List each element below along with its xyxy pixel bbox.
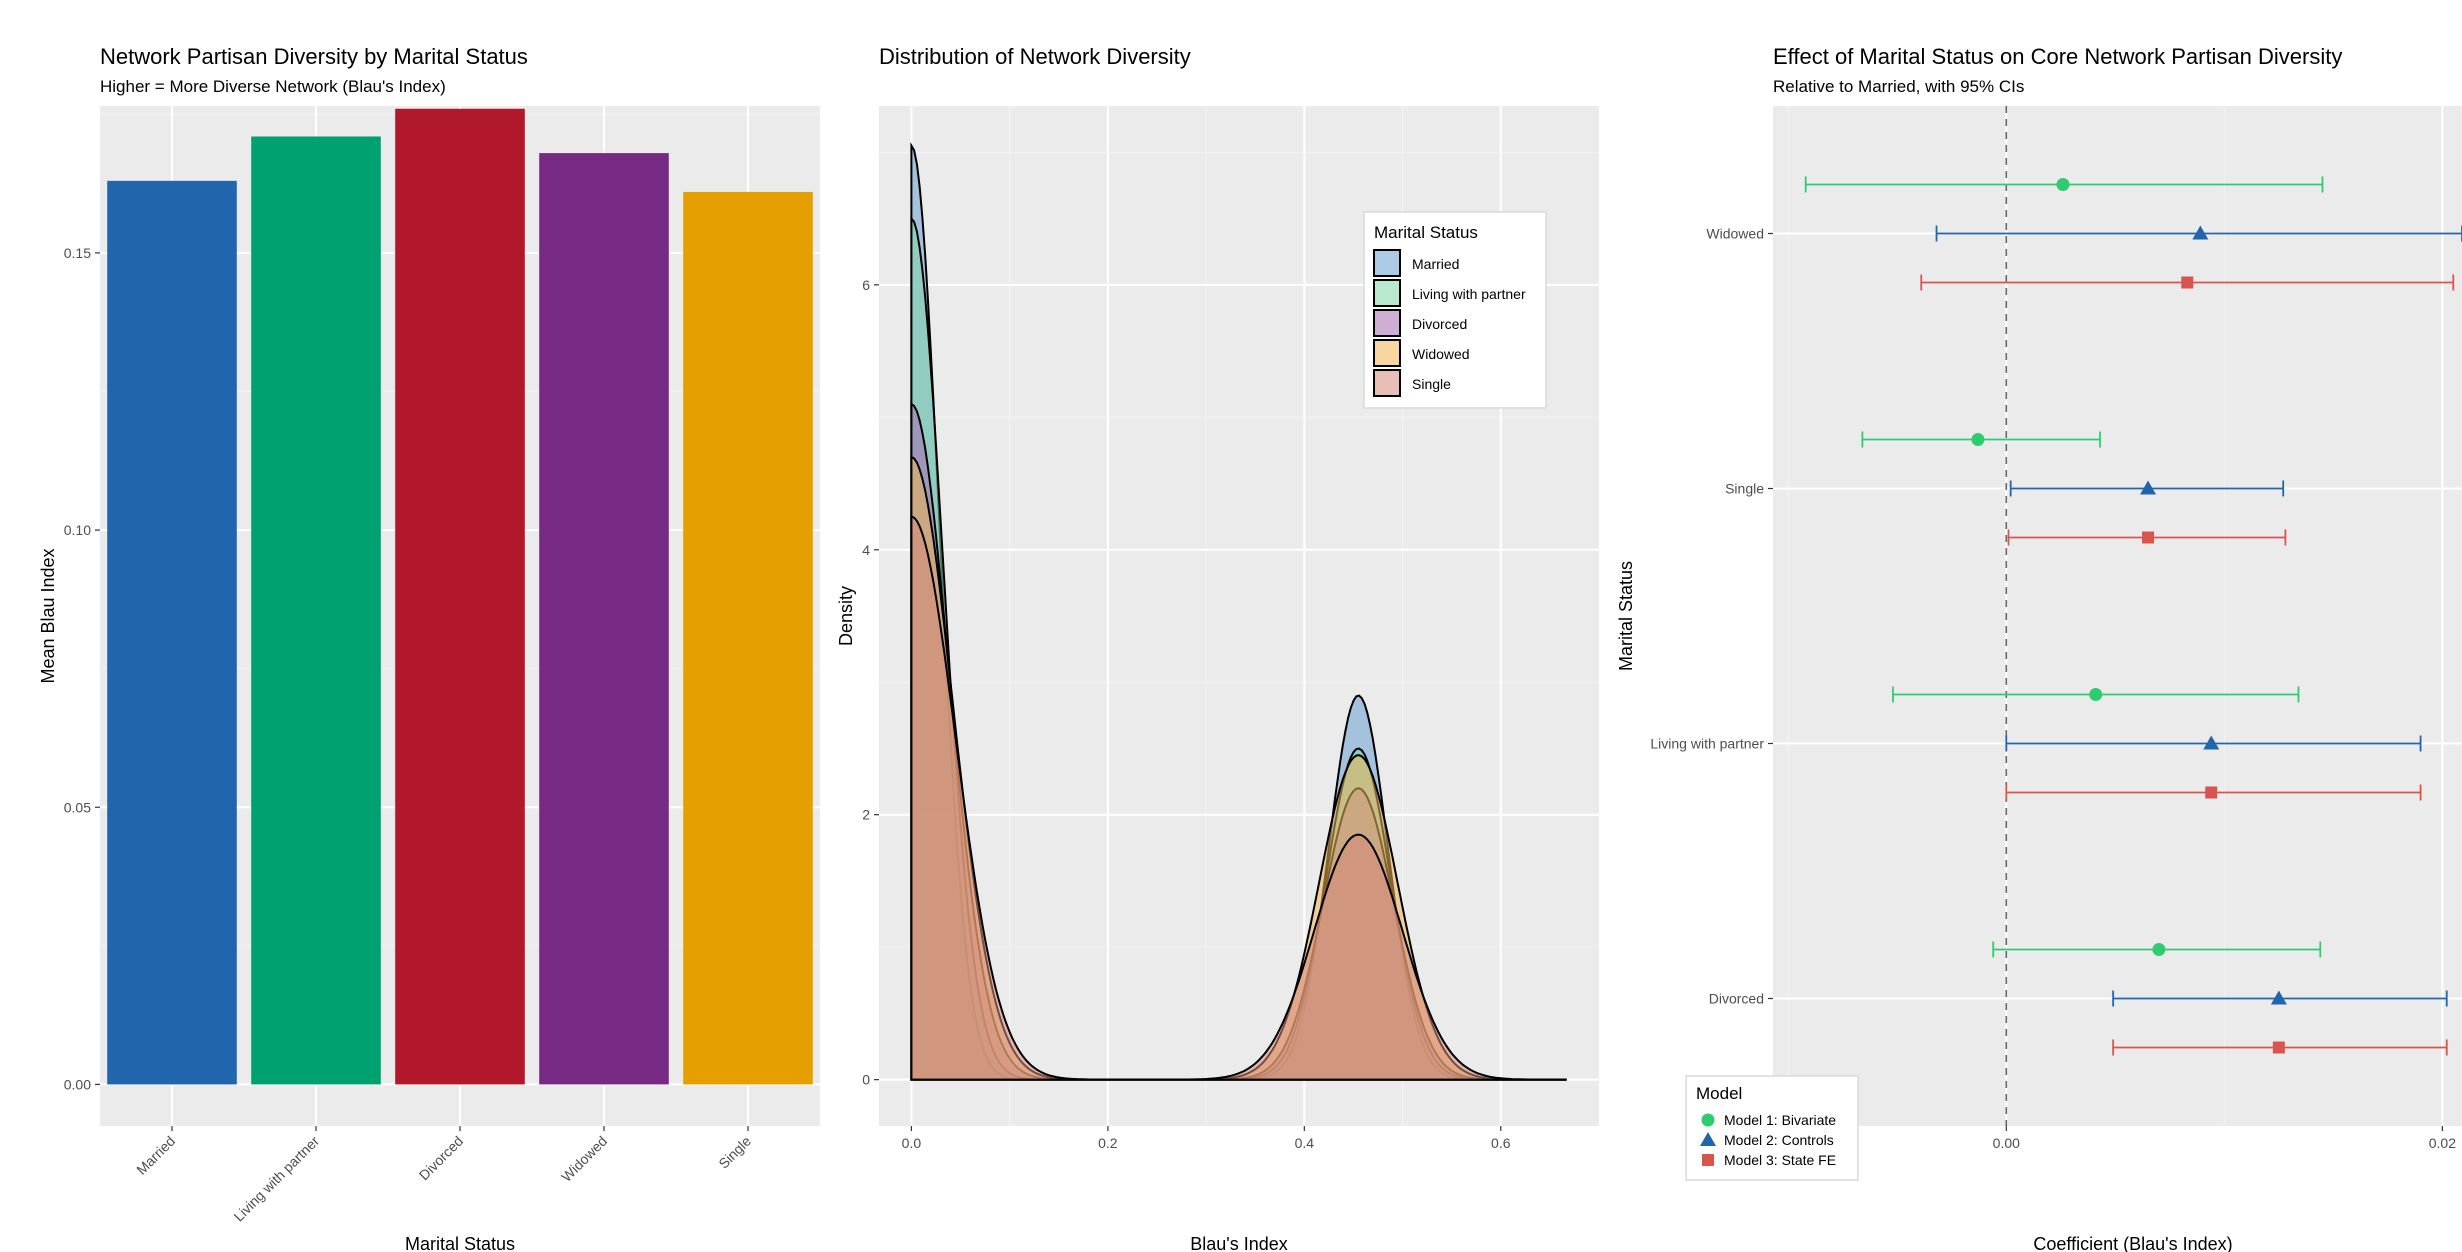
coefficient-legend-box (1685, 1075, 1859, 1181)
coefficient-legend-label: Model 3: State FE (1724, 1152, 1836, 1168)
coefficient-x-axis-title: Coefficient (Blau's Index) (2033, 1234, 2232, 1252)
density-legend-swatch (1373, 249, 1401, 277)
density-y-axis: 0 2 4 6 (862, 277, 879, 1088)
density-y-tick-label: 2 (862, 807, 870, 823)
bar-divorced (395, 108, 525, 1085)
density-legend-label: Living with partner (1412, 286, 1526, 302)
bar-chart-panel: Network Partisan Diversity by Marital St… (38, 44, 820, 1252)
estimate-point (1971, 433, 1985, 446)
density-x-tick-label: 0.4 (1295, 1135, 1315, 1151)
density-legend-label: Widowed (1412, 346, 1470, 362)
coefficient-legend-key (1700, 1132, 1716, 1146)
bar-chart-subtitle: Higher = More Diverse Network (Blau's In… (100, 77, 446, 96)
density-legend-label: Single (1412, 376, 1451, 392)
estimate-point (2140, 480, 2157, 495)
estimate-point (2272, 1041, 2285, 1054)
density-legend-swatch (1373, 309, 1401, 337)
bar-x-axis: Married Living with partner Divorced Widowe… (133, 1126, 754, 1224)
coefficient-legend-label: Model 1: Bivariate (1724, 1112, 1836, 1128)
bar-y-axis: 0.00 0.05 0.10 0.15 (64, 245, 100, 1092)
bar-x-tick-label: Living with partner (230, 1133, 322, 1225)
bar-y-axis-title: Mean Blau Index (38, 548, 58, 683)
coefficient-x-axis: 0.00 0.02 (1993, 1126, 2456, 1151)
coefficient-plot-background (1773, 106, 2462, 1126)
density-x-tick-label: 0.6 (1491, 1135, 1511, 1151)
coefficient-y-axis: Widowed Single Living with partner Divorced (1650, 226, 1773, 1007)
coefficient-legend-title: Model (1696, 1084, 1742, 1103)
coefficient-legend-items: Model 1: Bivariate Model 2: Controls Model… (1700, 1112, 1836, 1168)
coefficient-y-axis-title: Marital Status (1616, 561, 1636, 671)
estimate-point (2142, 531, 2155, 544)
estimate-point (2089, 688, 2103, 701)
bar-y-tick-label: 0.05 (64, 799, 91, 815)
coefficient-chart-subtitle: Relative to Married, with 95% CIs (1773, 77, 2024, 96)
bar-chart-title: Network Partisan Diversity by Marital St… (100, 44, 528, 69)
bar-y-tick-label: 0.15 (64, 245, 91, 261)
coefficient-y-tick-label: Divorced (1709, 991, 1764, 1007)
bar-single (683, 191, 813, 1085)
density-legend-label: Married (1412, 256, 1459, 272)
density-x-tick-label: 0.0 (902, 1135, 922, 1151)
coefficient-x-tick-label: 0.00 (1993, 1135, 2020, 1151)
coefficient-legend-key (1702, 1154, 1714, 1166)
bar-x-axis-title: Marital Status (405, 1234, 515, 1252)
bar-x-tick-label: Single (715, 1133, 754, 1172)
bar-y-tick-label: 0.10 (64, 522, 91, 538)
bar-x-tick-label: Married (133, 1133, 178, 1178)
estimate-point (2056, 178, 2070, 191)
density-series (910, 142, 1567, 1081)
density-legend: Marital Status Married Living with partne… (1363, 211, 1547, 409)
estimate-point (2192, 225, 2209, 240)
density-x-axis-title: Blau's Index (1190, 1234, 1288, 1252)
coefficient-legend-label: Model 2: Controls (1724, 1132, 1834, 1148)
estimate-point (2181, 276, 2194, 289)
bar-widowed (539, 153, 669, 1085)
bar-married (107, 180, 237, 1085)
coefficient-y-tick-label: Widowed (1706, 226, 1764, 242)
coefficient-y-tick-label: Single (1725, 481, 1764, 497)
coefficient-chart-title: Effect of Marital Status on Core Network… (1773, 44, 2342, 69)
estimate-point (2203, 735, 2220, 750)
density-x-axis: 0.0 0.2 0.4 0.6 (902, 1126, 1511, 1151)
density-y-tick-label: 4 (862, 542, 870, 558)
density-y-axis-title: Density (836, 586, 856, 646)
estimate-point (2205, 786, 2218, 799)
density-legend-swatch (1373, 369, 1401, 397)
density-legend-swatch (1373, 279, 1401, 307)
coefficient-legend: Model Model 1: Bivariate Model 2: Control… (1685, 1075, 1859, 1181)
coefficient-legend-key (1701, 1113, 1715, 1127)
density-area-single (910, 515, 1567, 1081)
bar-living-with-partner (251, 136, 381, 1085)
density-x-tick-label: 0.2 (1098, 1135, 1118, 1151)
density-legend-title: Marital Status (1374, 223, 1478, 242)
bar-x-tick-label: Widowed (558, 1133, 610, 1185)
coefficient-y-tick-label: Living with partner (1650, 736, 1764, 752)
density-y-tick-label: 0 (862, 1072, 870, 1088)
bar-x-tick-label: Divorced (416, 1133, 466, 1183)
density-legend-swatch (1373, 339, 1401, 367)
bar-series (107, 108, 813, 1085)
density-chart-title: Distribution of Network Diversity (879, 44, 1191, 69)
estimate-point (2270, 990, 2287, 1005)
density-legend-label: Divorced (1412, 316, 1467, 332)
coefficient-x-tick-label: 0.02 (2429, 1135, 2456, 1151)
coefficient-series (1804, 176, 2462, 1056)
estimate-point (2152, 943, 2166, 956)
density-legend-items: Married Living with partner Divorced Widowe… (1373, 249, 1526, 397)
bar-y-tick-label: 0.00 (64, 1076, 91, 1092)
density-y-tick-label: 6 (862, 277, 870, 293)
density-chart-panel: Distribution of Network Diversity 0 2 4 6 0… (836, 44, 1599, 1252)
coefficient-chart-panel: Effect of Marital Status on Core Network… (1616, 44, 2462, 1252)
